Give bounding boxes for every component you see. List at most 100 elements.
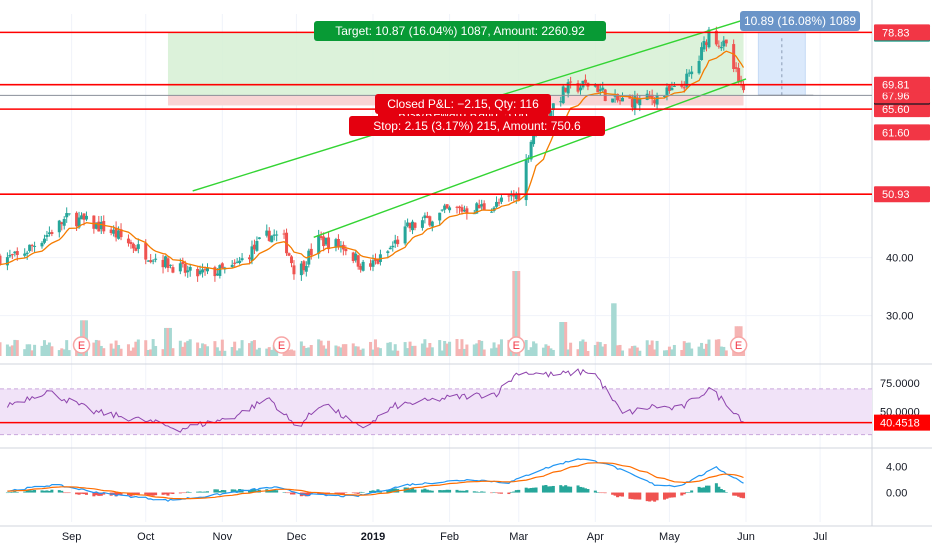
volume-bar (638, 350, 642, 356)
candle (40, 241, 44, 249)
macd-histogram-bar (413, 489, 417, 493)
closed-pnl-label-box (375, 94, 551, 114)
volume-bar (267, 347, 271, 356)
time-axis: Sep Oct Nov Dec 2019 Feb Mar Apr May Jun Jul (62, 531, 827, 543)
candle-body (220, 263, 224, 268)
candle (667, 84, 671, 94)
candle (576, 80, 580, 94)
volume-bar (47, 342, 51, 356)
earnings-marker-circle (272, 336, 291, 354)
volume-bar (413, 345, 417, 356)
candle (265, 224, 269, 238)
price-axis-label-text: 65.60 (882, 104, 910, 116)
price-axis-label: 30.00 (886, 311, 914, 323)
earnings-marker-circle (507, 336, 526, 354)
macd-histogram-bar (154, 492, 158, 496)
candle (670, 81, 674, 91)
candle (455, 205, 459, 214)
candle-body (129, 242, 133, 244)
candle-body (707, 29, 711, 48)
candle-body (67, 213, 71, 215)
candle (97, 215, 101, 232)
macd-histogram-bar (67, 492, 71, 494)
candle (322, 232, 326, 252)
volume-bar (722, 346, 726, 356)
macd-histogram-bar (428, 490, 432, 493)
earnings-marker: E (507, 336, 526, 354)
candle-body (672, 85, 676, 87)
macd-histogram-bar (371, 490, 375, 493)
volume-bar (151, 339, 155, 356)
candle-body (168, 264, 172, 266)
candle (611, 98, 615, 103)
ema-line (0, 50, 745, 271)
candle-body (304, 266, 308, 272)
volume-bar (512, 271, 516, 356)
target-label: Target: 10.87 (16.04%) 1087, Amount: 226… (314, 21, 606, 41)
candle-body (406, 222, 410, 227)
candle-body (198, 270, 202, 275)
macd-histogram-bar (166, 492, 170, 496)
earnings-marker: E (272, 336, 291, 354)
candle-body (196, 268, 200, 277)
macd-histogram-bar (8, 492, 12, 493)
candle-body (690, 71, 694, 75)
macd-histogram-bar (99, 492, 103, 496)
candle (440, 209, 444, 212)
target-label-text: Target: 10.87 (16.04%) 1087, Amount: 226… (335, 24, 585, 38)
macd-histogram-bar (423, 488, 427, 493)
macd-histogram-bar (551, 485, 555, 493)
candle (5, 252, 9, 271)
rsi-level-axis-text: 40.4518 (880, 418, 920, 430)
volume-bar (309, 345, 313, 356)
macd-histogram-bar (129, 492, 133, 497)
candle (354, 251, 358, 263)
candle (403, 220, 407, 246)
macd-histogram-bar (102, 492, 106, 495)
candle (25, 250, 29, 260)
candle (507, 193, 511, 202)
candle-body (455, 206, 459, 208)
candle (267, 227, 271, 242)
macd-histogram-bar (75, 492, 79, 495)
volume-bar (257, 347, 261, 356)
candle (460, 204, 464, 215)
volume-bar (564, 322, 568, 356)
candle-body (529, 141, 533, 160)
candle (299, 260, 303, 281)
candle-body (490, 211, 494, 213)
candle-body (45, 234, 49, 237)
macd-histogram-bar (391, 488, 395, 493)
candle-body (282, 233, 286, 235)
candle-body (482, 203, 486, 210)
volume-bar (235, 350, 239, 356)
time-axis-label: Jun (737, 531, 755, 543)
candle-body (250, 246, 254, 262)
volume-bar (665, 350, 669, 356)
volume-bar (317, 339, 321, 356)
candle (665, 83, 669, 101)
candle-body (655, 95, 659, 105)
candle (344, 245, 348, 256)
candle (166, 256, 170, 273)
candle (62, 216, 66, 230)
candle-body (354, 253, 358, 261)
candle (272, 229, 276, 241)
volume-bar (460, 339, 464, 356)
candle (524, 154, 528, 206)
macd-histogram-bar (42, 490, 46, 493)
volume-bar (223, 350, 227, 356)
macd-axis-label: 4.00 (886, 461, 907, 473)
candle (369, 259, 373, 271)
price-axis-label-text: 67.96 (882, 90, 910, 102)
candle-body (480, 204, 484, 207)
candle-body (144, 242, 148, 260)
volume-bar (10, 345, 14, 356)
volume-bar (57, 350, 61, 356)
candle (60, 221, 64, 231)
candle (324, 237, 328, 247)
macd-histogram-bar (739, 492, 743, 498)
candle-body (420, 220, 424, 228)
